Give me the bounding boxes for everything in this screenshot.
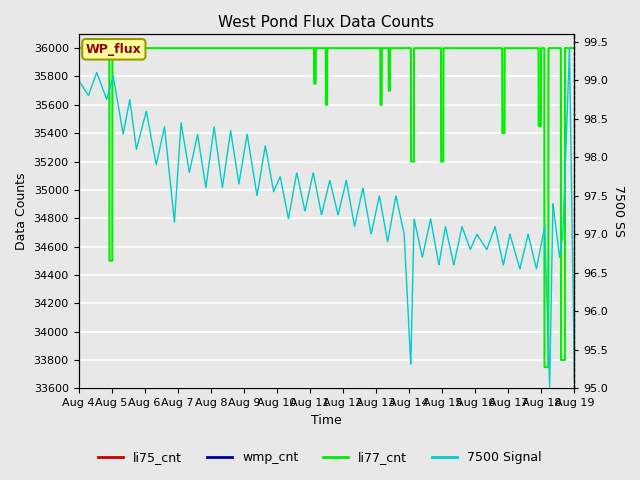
Text: WP_flux: WP_flux xyxy=(86,43,141,56)
Title: West Pond Flux Data Counts: West Pond Flux Data Counts xyxy=(218,15,435,30)
Y-axis label: Data Counts: Data Counts xyxy=(15,172,28,250)
Y-axis label: 7500 SS: 7500 SS xyxy=(612,185,625,237)
Legend: li75_cnt, wmp_cnt, li77_cnt, 7500 Signal: li75_cnt, wmp_cnt, li77_cnt, 7500 Signal xyxy=(93,446,547,469)
X-axis label: Time: Time xyxy=(311,414,342,427)
